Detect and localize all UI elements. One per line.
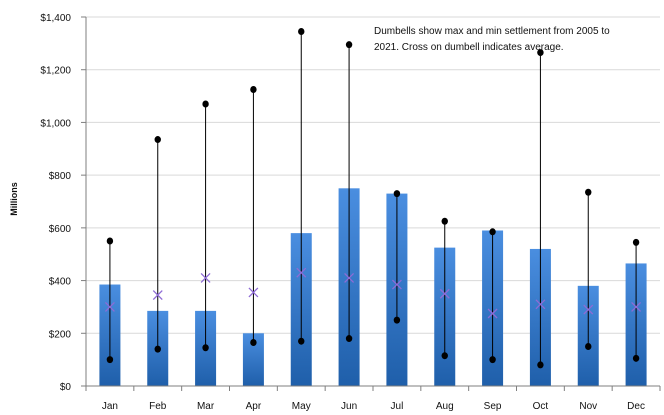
dumbbell-min-dec bbox=[632, 354, 640, 362]
average-marker-feb-b bbox=[152, 290, 163, 301]
x-tick-label-sep: Sep bbox=[484, 401, 502, 412]
average-marker-jun-b bbox=[344, 272, 355, 283]
dumbbell-max-feb bbox=[154, 136, 161, 144]
x-tick-label-aug: Aug bbox=[436, 401, 454, 412]
dumbbell-max-jul bbox=[393, 190, 401, 198]
average-marker-sep-b bbox=[487, 308, 498, 319]
average-marker-nov-b bbox=[583, 304, 594, 315]
average-marker-oct-b bbox=[535, 299, 546, 310]
labels-layer: $0 $200 $400 $600 $800 $1,000 $1,200 $1,400 Jan F… bbox=[40, 13, 645, 412]
x-tick-label-oct: Oct bbox=[533, 401, 549, 412]
dumbbell-min-oct bbox=[537, 361, 544, 369]
dumbbell-max-aug bbox=[441, 217, 448, 225]
dumbbell-min-nov bbox=[585, 342, 592, 350]
grid-layer bbox=[86, 16, 660, 334]
x-tick-label-jul: Jul bbox=[391, 401, 404, 412]
dumbbell-min-jan bbox=[106, 356, 114, 364]
x-tick-label-nov: Nov bbox=[579, 401, 597, 412]
y-tick-label-5: $1,000 bbox=[40, 118, 71, 129]
dumbbell-min-may bbox=[298, 337, 305, 345]
dumbbell-max-apr bbox=[250, 85, 257, 93]
dumbbell-min-apr bbox=[250, 339, 257, 347]
annotation-line-2: 2021. Cross on dumbell indicates average… bbox=[374, 42, 564, 53]
average-marker-jan-b bbox=[104, 301, 115, 312]
dumbbell-max-jan bbox=[106, 237, 114, 245]
y-tick-label-4: $800 bbox=[49, 171, 72, 182]
x-tick-label-jun: Jun bbox=[341, 401, 357, 412]
average-marker-aug-b bbox=[439, 288, 450, 299]
dumbbell-min-mar bbox=[202, 344, 209, 352]
x-tick-label-jan: Jan bbox=[102, 401, 118, 412]
dumbbell-max-mar bbox=[202, 100, 209, 108]
y-tick-label-7: $1,400 bbox=[40, 13, 71, 24]
dumbbell-max-jun bbox=[345, 41, 353, 49]
average-marker-dec-b bbox=[631, 301, 642, 312]
dumbbell-max-nov bbox=[585, 188, 592, 196]
dumbbell-min-aug bbox=[441, 352, 448, 360]
average-marker-apr-b bbox=[248, 287, 259, 298]
axes-layer bbox=[81, 16, 661, 391]
y-tick-label-2: $400 bbox=[49, 277, 72, 288]
dumbbell-min-jul bbox=[393, 316, 401, 324]
x-tick-label-apr: Apr bbox=[246, 401, 262, 412]
annotation-line-1: Dumbells show max and min settlement fro… bbox=[374, 26, 610, 37]
bar-apr bbox=[242, 333, 264, 386]
x-tick-label-may: May bbox=[292, 401, 311, 412]
dumbbell-min-sep bbox=[489, 356, 496, 364]
dumbbell-max-sep bbox=[489, 228, 496, 236]
x-tick-label-dec: Dec bbox=[627, 401, 645, 412]
dumbbell-max-may bbox=[298, 27, 305, 35]
x-tick-label-feb: Feb bbox=[149, 401, 167, 412]
dumbbell-min-feb bbox=[154, 345, 161, 353]
dumbbell-min-jun bbox=[345, 335, 353, 343]
average-marker-jul-b bbox=[391, 279, 402, 290]
y-tick-label-0: $0 bbox=[60, 382, 72, 393]
x-tick-label-mar: Mar bbox=[197, 401, 215, 412]
dumbbells-layer bbox=[104, 27, 642, 369]
dumbbell-max-oct bbox=[537, 49, 544, 57]
average-marker-mar-b bbox=[200, 272, 211, 283]
y-axis-title: Millions bbox=[9, 182, 19, 216]
bars-layer bbox=[99, 188, 647, 386]
average-marker-may-b bbox=[296, 267, 307, 278]
dumbbell-max-dec bbox=[632, 238, 640, 246]
y-tick-label-6: $1,200 bbox=[40, 66, 71, 77]
y-tick-label-3: $600 bbox=[49, 224, 72, 235]
y-tick-label-1: $200 bbox=[49, 329, 72, 340]
